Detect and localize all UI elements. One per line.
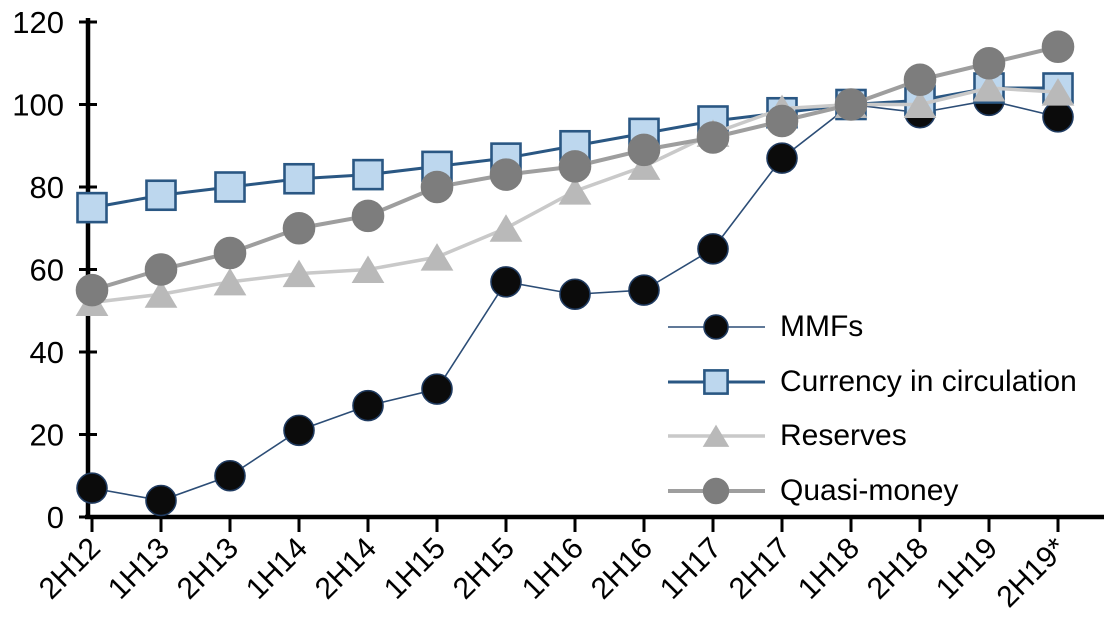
legend-label-reserves: Reserves — [780, 419, 907, 453]
marker-circle — [490, 266, 522, 298]
series-quasi-money — [75, 30, 1075, 307]
x-axis-tick-label: 1H17 — [654, 532, 728, 606]
legend-marker-reserves-icon — [668, 424, 765, 448]
legend-item-mmfs: MMFs — [668, 300, 1077, 355]
x-axis-tick-label: 1H15 — [378, 532, 452, 606]
marker-square — [76, 191, 108, 224]
marker-circle — [76, 472, 108, 504]
y-axis-tick-label: 80 — [30, 170, 64, 205]
marker-circle — [765, 104, 799, 138]
marker-circle — [1041, 30, 1075, 64]
marker-circle — [628, 274, 660, 306]
marker-circle — [144, 253, 178, 286]
x-axis-tick-label: 1H13 — [102, 532, 176, 606]
legend-item-quasi-money: Quasi-money — [668, 464, 1077, 519]
legend: MMFs Currency in circulation Reserves Qu… — [668, 300, 1077, 518]
marker-triangle — [903, 90, 937, 118]
marker-circle — [352, 389, 384, 422]
marker-triangle — [351, 255, 385, 283]
legend-label-mmfs: MMFs — [780, 310, 864, 344]
x-axis-tick-label: 1H18 — [792, 532, 866, 606]
y-axis-tick-label: 20 — [30, 418, 64, 453]
x-axis-tick-label: 2H17 — [723, 532, 797, 606]
x-axis-tick-label: 1H16 — [516, 532, 590, 606]
marker-triangle — [972, 74, 1006, 102]
marker-circle — [558, 150, 592, 183]
marker-circle — [1042, 101, 1074, 133]
marker-circle — [75, 273, 109, 307]
marker-square — [145, 179, 177, 212]
marker-circle — [421, 373, 453, 405]
marker-circle — [703, 314, 729, 341]
x-axis-tick-label: 1H19 — [930, 532, 1004, 606]
marker-triangle — [627, 152, 661, 180]
marker-circle — [903, 63, 937, 97]
marker-circle — [213, 236, 247, 270]
x-axis-tick-label: 2H18 — [861, 532, 935, 606]
y-axis-tick-label: 100 — [12, 88, 64, 123]
marker-triangle — [1041, 78, 1075, 106]
marker-triangle — [489, 214, 523, 242]
marker-circle — [283, 414, 315, 447]
legend-label-currency: Currency in circulation — [780, 364, 1077, 398]
marker-circle — [559, 278, 591, 311]
x-axis-tick-label: 1H14 — [240, 532, 314, 606]
marker-circle — [627, 133, 661, 167]
x-axis-tick-label: 2H14 — [309, 532, 383, 606]
x-axis-tick-label: 2H19* — [991, 531, 1074, 614]
marker-circle — [834, 88, 868, 121]
marker-circle — [420, 170, 454, 204]
y-axis-tick-label: 0 — [47, 500, 64, 535]
marker-square — [214, 171, 246, 203]
marker-triangle — [420, 243, 454, 271]
y-axis-tick-label: 60 — [30, 253, 64, 288]
legend-marker-quasi-money-icon — [668, 477, 765, 504]
marker-circle — [697, 233, 729, 265]
legend-item-currency: Currency in circulation — [668, 355, 1077, 410]
legend-marker-mmfs-icon — [668, 314, 765, 341]
marker-square — [352, 158, 384, 191]
marker-square — [283, 162, 315, 195]
marker-circle — [972, 46, 1006, 80]
x-axis-tick-label: 2H15 — [447, 532, 521, 606]
x-axis-tick-label: 2H13 — [171, 532, 245, 606]
marker-square — [703, 368, 729, 395]
y-axis-tick-label: 40 — [30, 335, 64, 370]
marker-circle — [702, 477, 730, 504]
legend-marker-currency-icon — [668, 368, 765, 395]
marker-triangle — [282, 259, 316, 288]
x-axis-tick-label: 2H12 — [33, 532, 107, 606]
marker-circle — [214, 459, 246, 492]
marker-triangle — [558, 177, 592, 205]
marker-circle — [282, 211, 316, 245]
marker-triangle — [702, 424, 730, 448]
marker-circle — [145, 484, 177, 517]
x-axis-tick-label: 2H16 — [585, 532, 659, 606]
marker-triangle — [213, 267, 247, 296]
y-axis-tick-label: 120 — [12, 5, 64, 40]
marker-circle — [351, 199, 385, 233]
marker-circle — [489, 158, 523, 191]
marker-triangle — [144, 280, 178, 308]
marker-circle — [696, 121, 730, 154]
legend-item-reserves: Reserves — [668, 409, 1077, 464]
legend-label-quasi-money: Quasi-money — [780, 473, 959, 507]
marker-circle — [766, 142, 798, 174]
